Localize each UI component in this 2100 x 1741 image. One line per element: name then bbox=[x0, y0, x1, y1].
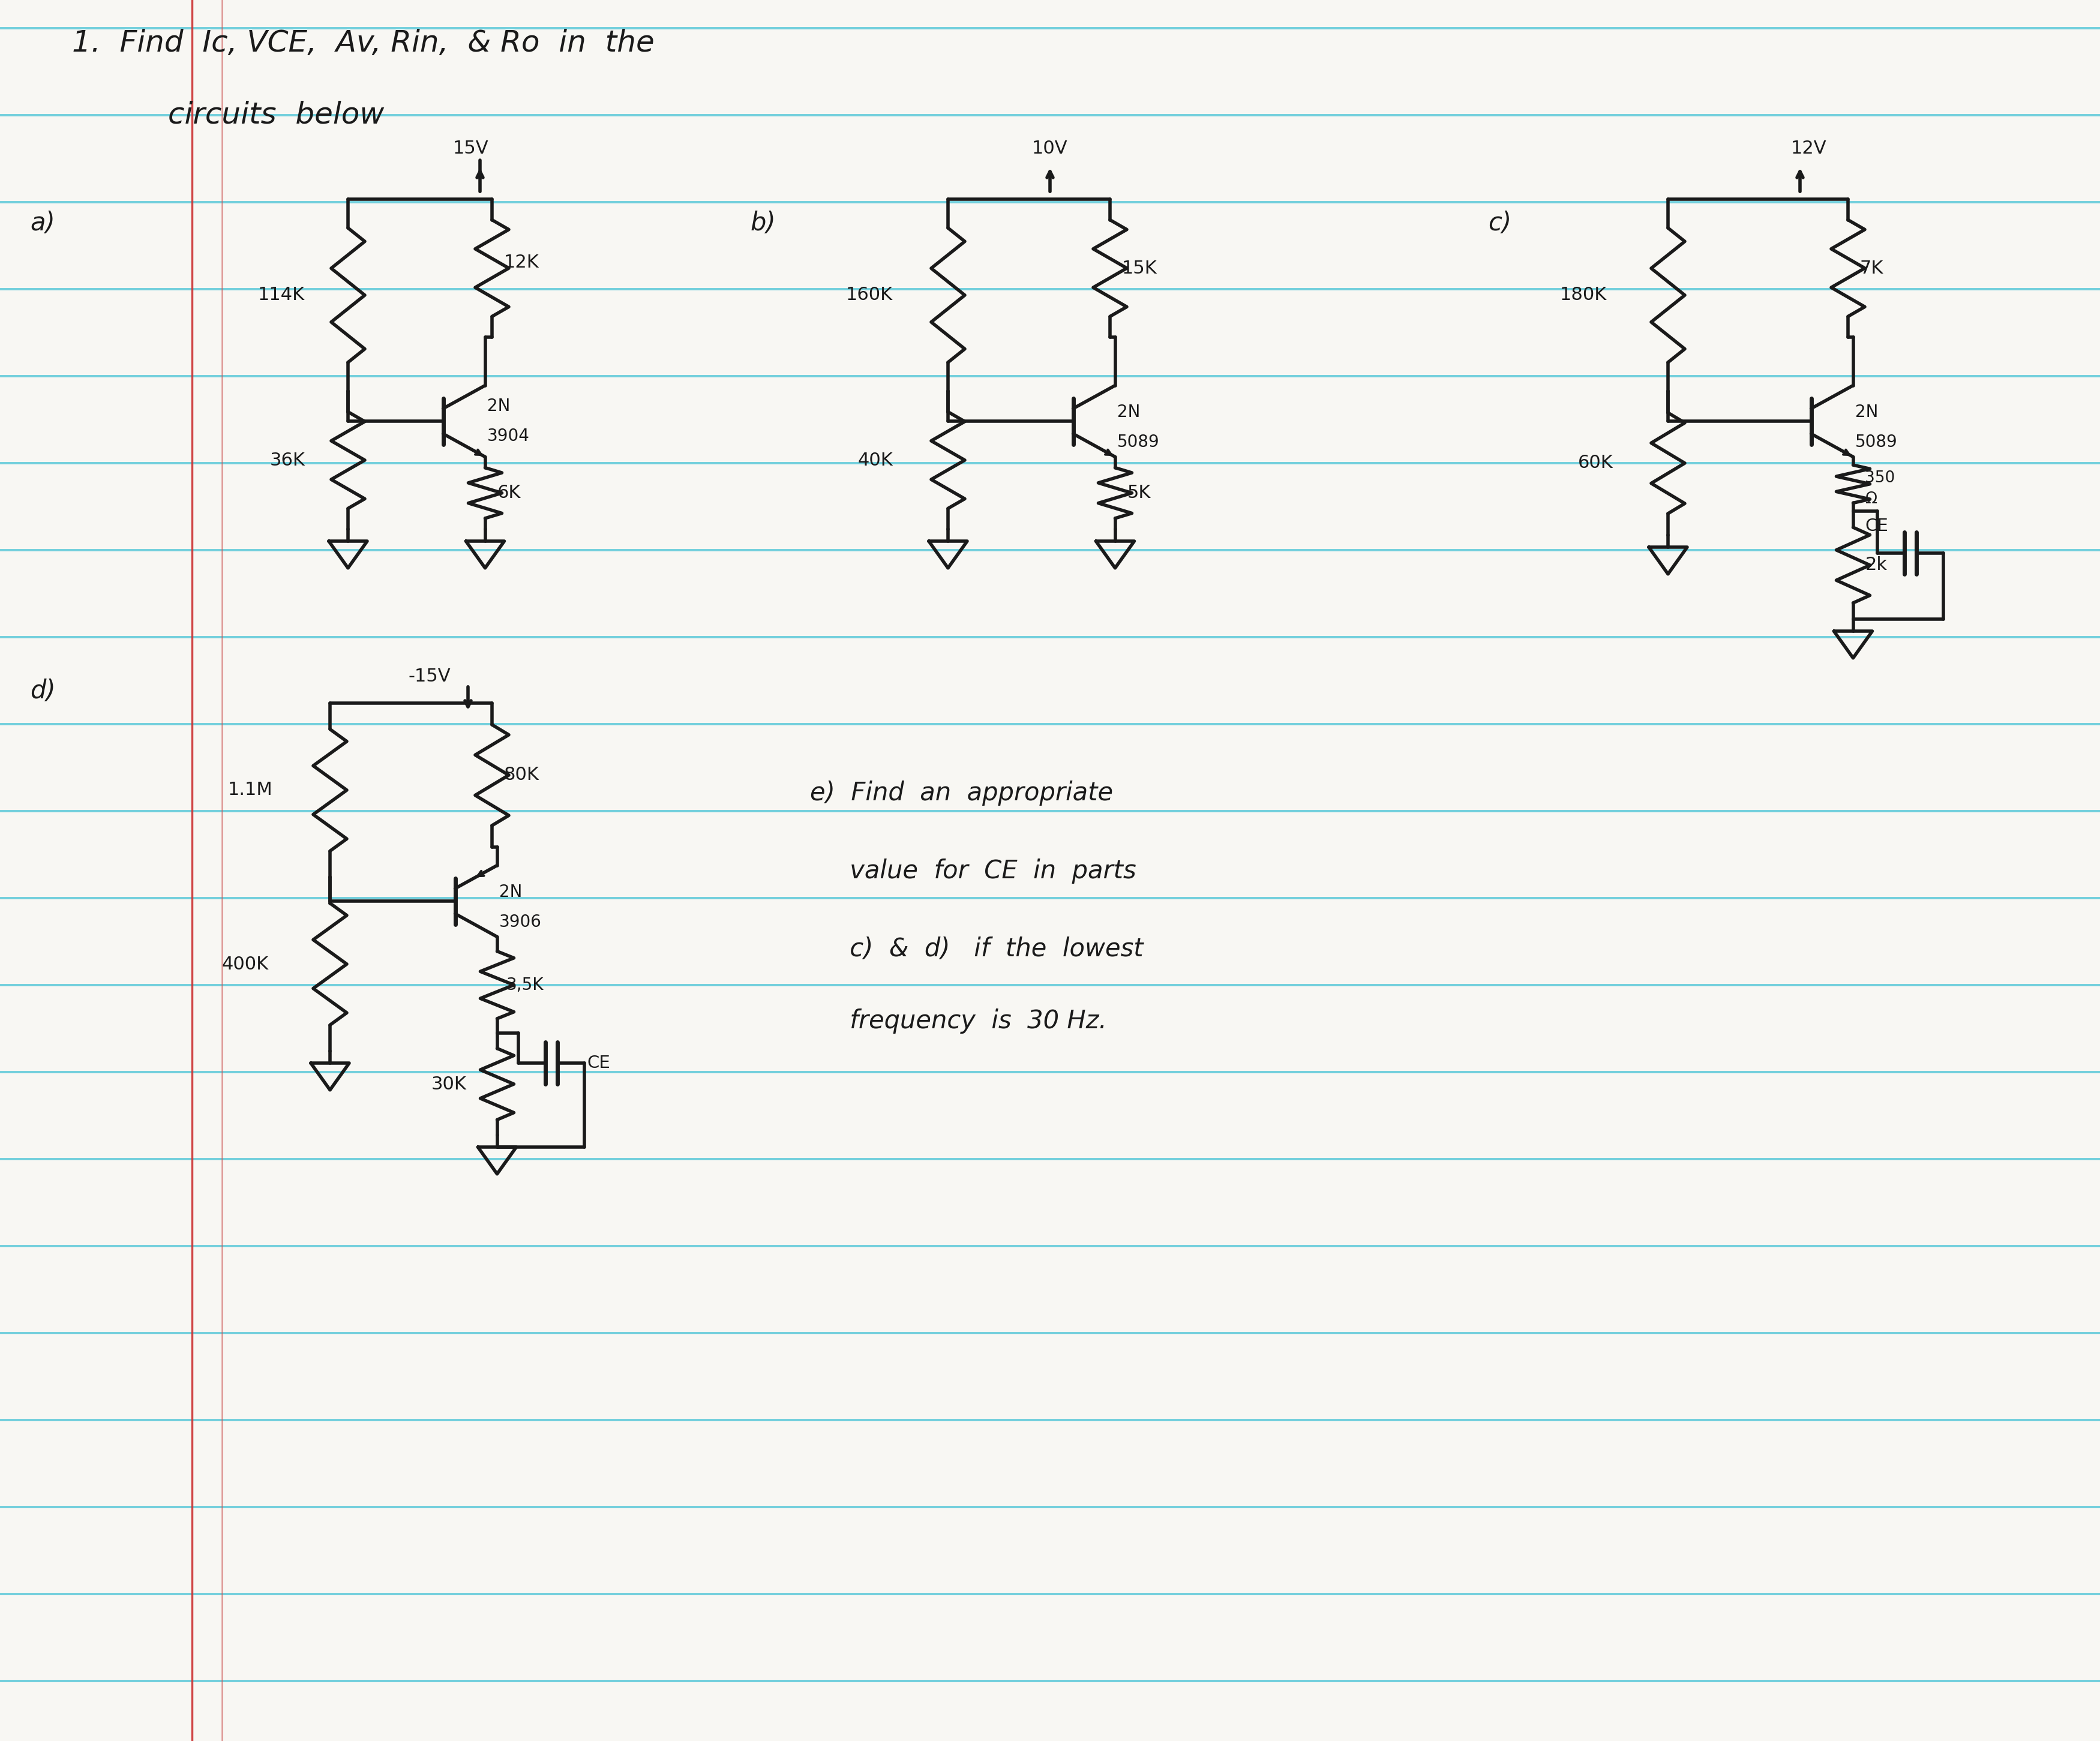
Text: e)  Find  an  appropriate: e) Find an appropriate bbox=[811, 780, 1113, 806]
Text: 400K: 400K bbox=[223, 956, 269, 973]
Text: 2k: 2k bbox=[1865, 557, 1888, 575]
Text: 350: 350 bbox=[1865, 470, 1896, 486]
Text: 15K: 15K bbox=[1121, 259, 1157, 277]
Text: c)  &  d)   if  the  lowest: c) & d) if the lowest bbox=[811, 937, 1142, 961]
Text: 160K: 160K bbox=[846, 287, 892, 305]
Text: 60K: 60K bbox=[1577, 454, 1613, 472]
Text: CE: CE bbox=[588, 1055, 611, 1071]
Text: Ω: Ω bbox=[1865, 491, 1877, 507]
Text: 80K: 80K bbox=[504, 766, 540, 783]
Text: -15V: -15V bbox=[407, 667, 449, 684]
Text: 1.1M: 1.1M bbox=[229, 782, 273, 799]
Text: 6K: 6K bbox=[498, 484, 521, 501]
Text: 3,5K: 3,5K bbox=[506, 977, 544, 994]
Text: 5089: 5089 bbox=[1854, 434, 1898, 451]
Text: 3906: 3906 bbox=[500, 914, 542, 930]
Text: 12K: 12K bbox=[504, 254, 540, 272]
Text: value  for  CE  in  parts: value for CE in parts bbox=[811, 858, 1136, 884]
Text: 7K: 7K bbox=[1861, 259, 1884, 277]
Text: 15V: 15V bbox=[454, 139, 489, 157]
Text: 5K: 5K bbox=[1128, 484, 1151, 501]
Text: 30K: 30K bbox=[430, 1076, 466, 1093]
Text: 10V: 10V bbox=[1031, 139, 1067, 157]
Text: 3904: 3904 bbox=[487, 428, 529, 444]
Text: CE: CE bbox=[1865, 517, 1888, 534]
Text: c): c) bbox=[1489, 211, 1512, 235]
Text: 2N: 2N bbox=[1117, 404, 1140, 421]
Text: 12V: 12V bbox=[1791, 139, 1827, 157]
Text: 114K: 114K bbox=[258, 287, 304, 305]
Text: 2N: 2N bbox=[487, 397, 510, 414]
Text: frequency  is  30 Hz.: frequency is 30 Hz. bbox=[811, 1008, 1107, 1034]
Text: 2N: 2N bbox=[1854, 404, 1877, 421]
Text: circuits  below: circuits below bbox=[168, 101, 384, 129]
Text: a): a) bbox=[29, 211, 55, 235]
Text: 1.  Find  Ic, VCE,  Av, Rin,  & Ro  in  the: 1. Find Ic, VCE, Av, Rin, & Ro in the bbox=[71, 30, 655, 57]
Text: 2N: 2N bbox=[500, 884, 523, 900]
Text: d): d) bbox=[29, 679, 55, 703]
Text: b): b) bbox=[750, 211, 775, 235]
Text: 36K: 36K bbox=[271, 451, 304, 468]
Text: 180K: 180K bbox=[1560, 287, 1606, 305]
Text: 5089: 5089 bbox=[1117, 434, 1159, 451]
Text: 40K: 40K bbox=[859, 451, 892, 468]
